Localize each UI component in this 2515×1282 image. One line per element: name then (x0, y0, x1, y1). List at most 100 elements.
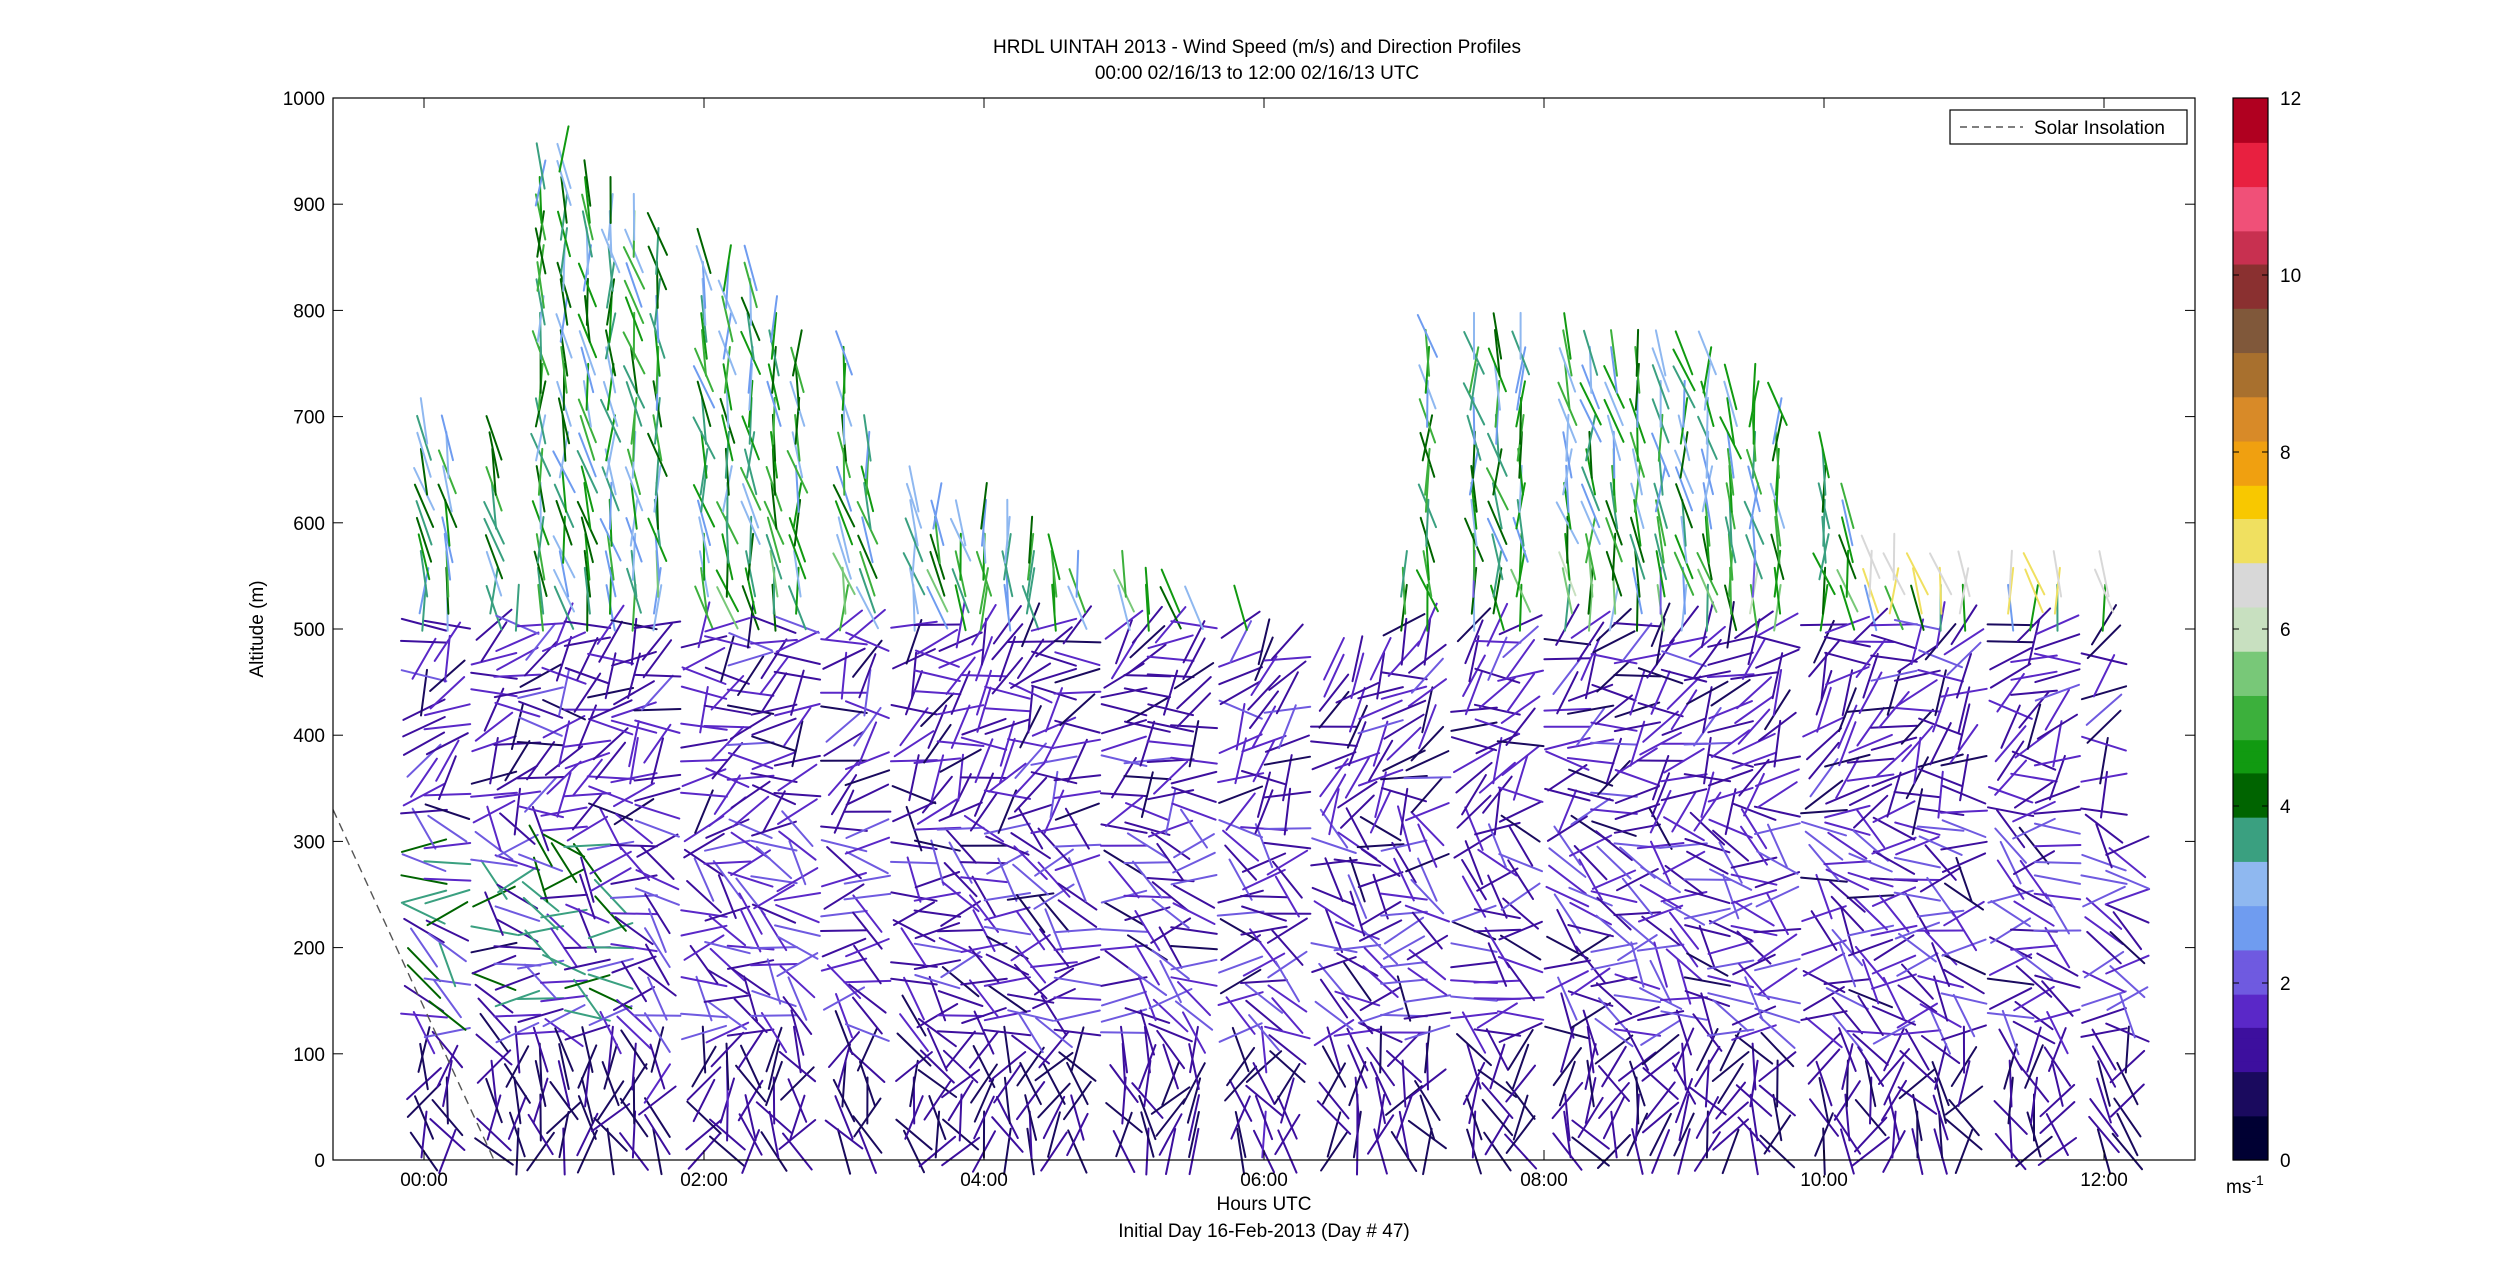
wind-barb (1497, 956, 1544, 974)
wind-barb (1596, 608, 1632, 642)
wind-barb (984, 718, 1031, 735)
wind-barb (1846, 773, 1895, 782)
wind-barb (2124, 1025, 2130, 1074)
wind-barb (1674, 534, 1694, 580)
wind-barb (1470, 465, 1478, 513)
wind-barb (701, 1025, 707, 1074)
wind-barb (1641, 1051, 1680, 1082)
wind-barb (573, 672, 602, 713)
wind-barb (1669, 605, 1699, 644)
wind-barb (1134, 910, 1161, 952)
wind-barb (1053, 738, 1101, 749)
wind-barb (1173, 833, 1215, 859)
wind-barb (1642, 710, 1679, 743)
wind-barb (1129, 625, 1166, 659)
wind-barb (700, 431, 708, 479)
wind-barb (411, 807, 437, 850)
wind-barb (2012, 817, 2056, 840)
wind-barb (1545, 885, 1590, 908)
wind-barb (844, 836, 890, 855)
wind-barb (1635, 328, 1640, 377)
colorbar-band (2233, 994, 2268, 1006)
wind-barb (1419, 1094, 1436, 1141)
wind-barb (2080, 874, 2128, 885)
wind-barb (1557, 398, 1577, 444)
wind-barb (1100, 823, 1148, 834)
wind-barb (1586, 1025, 1595, 1074)
wind-barb (424, 703, 471, 717)
wind-barb (857, 534, 878, 579)
colorbar-band (2233, 927, 2268, 940)
wind-barb (1800, 1010, 1848, 1021)
wind-barb (1585, 414, 1597, 462)
wind-barb (750, 1014, 798, 1017)
wind-barb (767, 363, 781, 411)
wind-barb (2116, 1061, 2139, 1106)
wind-barb (717, 874, 737, 919)
wind-barb (577, 262, 597, 308)
wind-barb (644, 1097, 671, 1138)
wind-barb (554, 602, 574, 648)
wind-barb (2053, 566, 2061, 615)
wind-barb (2081, 735, 2127, 752)
wind-barb (1886, 771, 1902, 818)
wind-barb (2086, 624, 2122, 660)
wind-barb (1669, 927, 1699, 968)
wind-barb (958, 1093, 963, 1142)
wind-barb (692, 365, 716, 409)
wind-barb (495, 614, 540, 635)
wind-barb (1263, 827, 1312, 830)
wind-barb (644, 1012, 671, 1053)
wind-barb (1634, 549, 1641, 598)
wind-barb (620, 1063, 648, 1104)
wind-barb (1614, 701, 1661, 718)
wind-barb (1745, 534, 1763, 580)
wind-barb (1405, 750, 1450, 772)
wind-barb (517, 1008, 564, 1023)
wind-barb (739, 908, 762, 953)
wind-barb (540, 994, 588, 1003)
wind-barb (544, 745, 584, 776)
wind-barb (1151, 949, 1190, 980)
wind-barb (1505, 1064, 1536, 1103)
wind-barb (1543, 657, 1592, 661)
wind-barb (1543, 959, 1591, 970)
wind-barb (1897, 1086, 1938, 1115)
wind-barb (1263, 841, 1312, 850)
wind-barb (496, 833, 539, 858)
wind-barb (1418, 704, 1437, 750)
colorbar-band (2233, 916, 2268, 929)
wind-barb (542, 833, 586, 858)
wind-barb (1590, 721, 1638, 732)
wind-barb (787, 1078, 808, 1123)
wind-barb (1070, 1094, 1085, 1141)
wind-barb (712, 860, 742, 900)
wind-barb (701, 329, 707, 377)
colorbar-band (2233, 230, 2268, 243)
wind-barb (837, 1043, 851, 1090)
wind-barb (2036, 713, 2078, 740)
colorbar-band (2233, 319, 2268, 331)
wind-barb (425, 919, 470, 942)
colorbar-band (2233, 131, 2268, 143)
wind-barb (485, 550, 503, 597)
wind-barb (598, 620, 623, 663)
wind-barb (561, 413, 567, 462)
wind-barb (1595, 982, 1633, 1015)
wind-barb (1663, 747, 1705, 774)
wind-barb (1159, 960, 1182, 1004)
wind-barb (540, 806, 588, 817)
wind-barb (890, 841, 938, 851)
wind-barb (1579, 399, 1602, 443)
wind-barb (2034, 785, 2080, 804)
wind-barb (1021, 585, 1040, 631)
wind-barb (1323, 637, 1345, 681)
wind-barb (1692, 1013, 1723, 1052)
wind-barb (721, 414, 734, 462)
wind-barb (709, 947, 746, 982)
wind-barb (553, 569, 575, 613)
wind-barb (1570, 610, 1611, 639)
wind-barb (1410, 725, 1445, 762)
wind-barb (1613, 823, 1661, 834)
wind-barb (913, 757, 962, 764)
